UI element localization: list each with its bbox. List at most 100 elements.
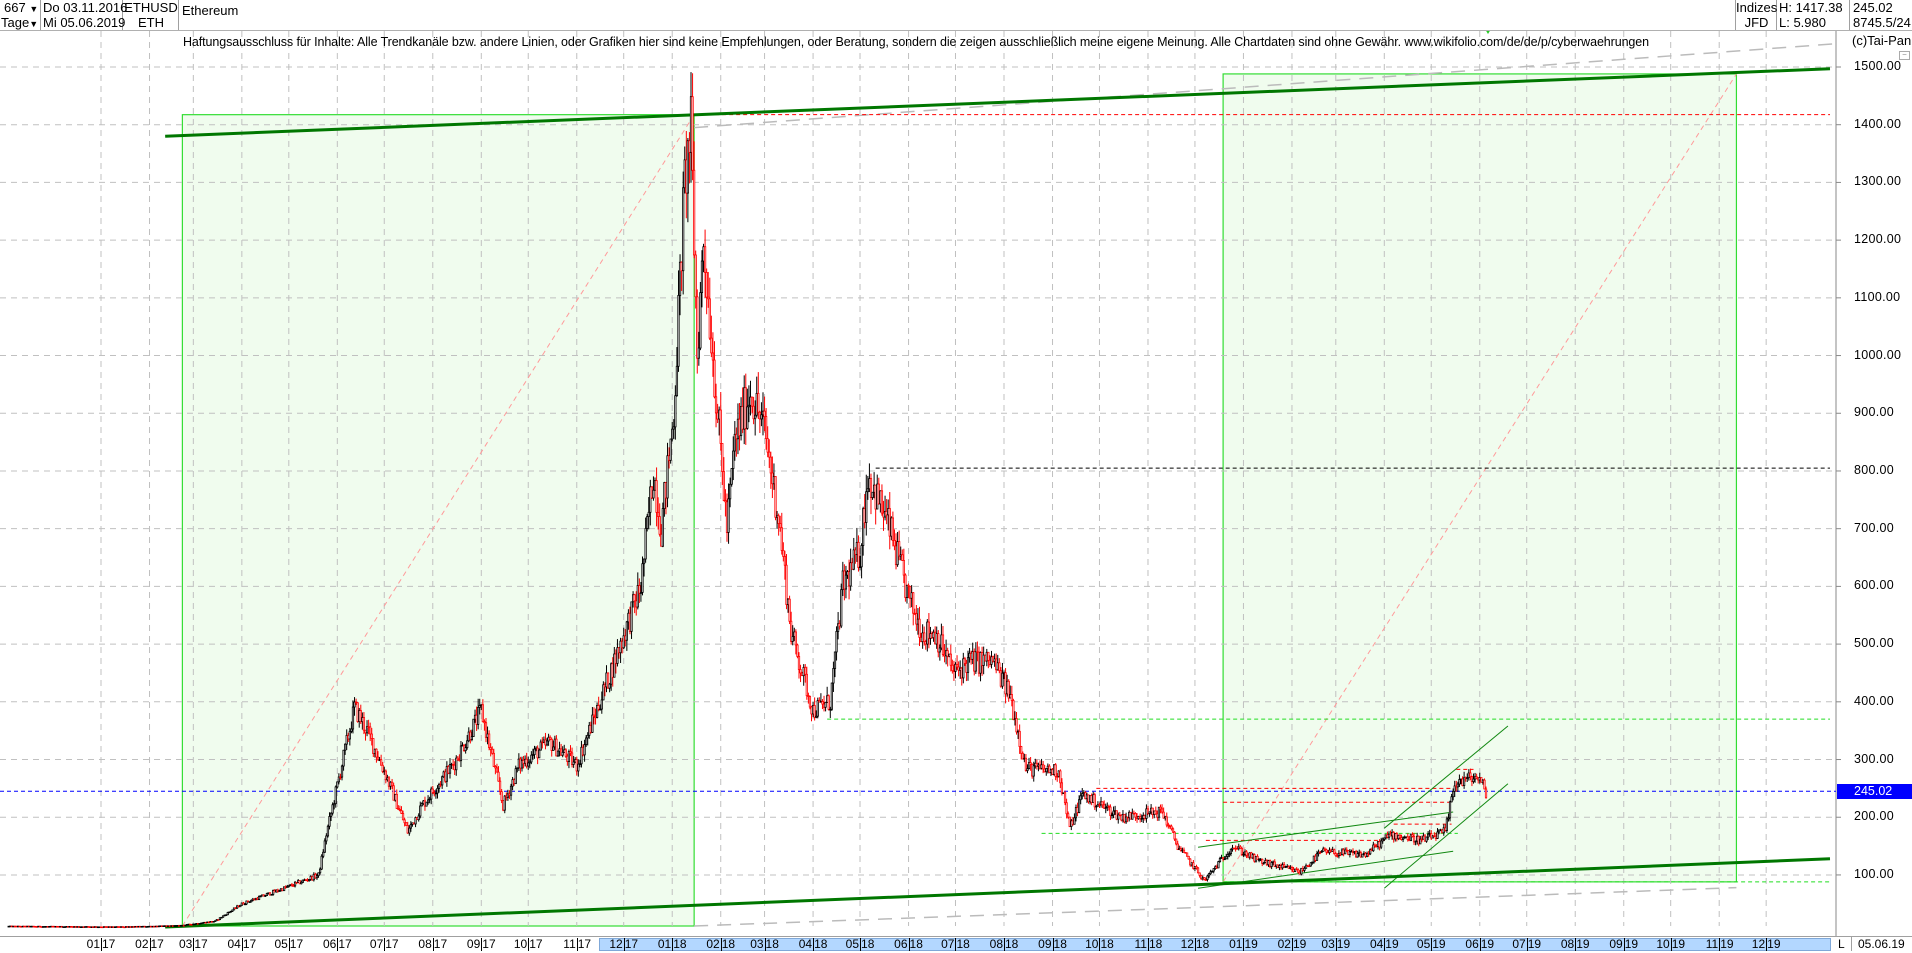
time-tick <box>288 938 290 951</box>
candle-body <box>533 748 536 755</box>
candle-body <box>1325 849 1328 853</box>
candle-body <box>678 261 682 296</box>
candle-body <box>974 651 977 672</box>
candle-body <box>1239 846 1242 849</box>
candle-body <box>329 812 333 817</box>
candle-body <box>1373 844 1377 847</box>
candle-body <box>268 892 272 896</box>
time-tick <box>1243 938 1245 951</box>
time-tick <box>623 938 625 951</box>
date-from[interactable]: Do 03.11.2016 <box>43 0 128 15</box>
candle-body <box>459 745 463 762</box>
candle-body <box>469 731 472 740</box>
candle-body <box>1380 840 1383 848</box>
candle-body <box>1469 772 1472 778</box>
candle-body <box>345 734 348 745</box>
candle-body <box>783 556 787 566</box>
candle-body <box>1148 811 1151 814</box>
candle-body <box>750 396 754 407</box>
candle-body <box>1463 777 1466 787</box>
long-term-trend-line <box>165 857 1831 929</box>
candle-body <box>362 717 366 731</box>
trend-channel-line <box>1383 783 1509 889</box>
candle-body <box>1225 856 1228 860</box>
candle-body <box>613 653 616 678</box>
month-tick-label: 07 <box>1512 937 1526 951</box>
candle-body <box>837 623 840 632</box>
candle-body <box>583 744 586 756</box>
time-tick <box>1431 938 1433 951</box>
candle-body <box>405 822 408 826</box>
candle-body <box>830 682 833 710</box>
candle-body <box>1309 862 1312 867</box>
candle-body <box>245 900 248 905</box>
candle-body <box>1381 838 1384 842</box>
candle-body <box>452 763 455 766</box>
year-tick-label: 19 <box>1671 937 1686 951</box>
axis-mode[interactable]: L <box>1838 937 1852 951</box>
candle-body <box>747 404 751 408</box>
candle-body <box>1472 778 1475 782</box>
candle-body <box>265 893 268 896</box>
candle-body <box>866 488 869 493</box>
candle-body <box>730 468 733 485</box>
candle-body <box>1401 837 1405 840</box>
candle-body <box>1095 805 1098 808</box>
candle-body <box>1182 849 1186 853</box>
bars-count-dropdown[interactable]: 667 ▼ <box>4 0 38 15</box>
candle-body <box>242 902 245 905</box>
candle-body <box>1001 672 1004 687</box>
candle-body <box>322 851 325 857</box>
volume-info: 8745.5/24 <box>1853 15 1911 30</box>
candle-body <box>951 664 954 672</box>
candle-body <box>1484 788 1488 798</box>
candle-body <box>713 359 716 398</box>
candle-body <box>1475 776 1478 779</box>
candle-body <box>1103 804 1106 809</box>
candle-body <box>1297 869 1300 873</box>
period-dropdown[interactable]: Tage▼ <box>1 15 38 30</box>
candle-body <box>392 785 395 801</box>
candle-body <box>348 730 351 740</box>
candle-body <box>1093 794 1096 808</box>
candle-body <box>567 751 571 762</box>
chevron-down-icon: ▼ <box>29 19 39 29</box>
candle-body <box>860 545 863 568</box>
candle-body <box>1427 833 1430 838</box>
date-to[interactable]: Mi 05.06.2019 <box>43 15 126 30</box>
time-tick <box>101 938 102 951</box>
candle-body <box>1207 873 1211 877</box>
candle-body <box>869 478 873 498</box>
candle-body <box>675 365 679 397</box>
candle-body <box>308 879 311 881</box>
candle-body <box>514 768 517 785</box>
candle-body <box>1303 867 1306 871</box>
candle-body <box>799 669 802 674</box>
month-tick-label: 11 <box>563 937 576 951</box>
candle-body <box>417 815 420 821</box>
candle-body <box>641 563 644 593</box>
candle-body <box>657 511 660 517</box>
candle-body <box>498 780 502 793</box>
candle-body <box>599 708 602 711</box>
collapse-icon[interactable]: − <box>1899 51 1910 60</box>
candle-body <box>636 585 639 608</box>
candle-body <box>815 715 818 718</box>
time-tick <box>384 938 386 951</box>
candle-body <box>700 260 704 294</box>
month-tick-label: 01 <box>86 937 100 951</box>
candle-body <box>1344 849 1347 855</box>
candle-body <box>1131 812 1134 820</box>
time-tick <box>1623 938 1625 951</box>
candle-body <box>804 666 807 675</box>
candle-body <box>564 749 567 757</box>
price-tick-label: 1100.00 <box>1854 289 1901 304</box>
month-tick-label: 12 <box>1751 937 1766 951</box>
candle-body <box>375 748 378 758</box>
time-tick <box>1004 938 1005 951</box>
time-axis-selection[interactable] <box>599 938 1831 951</box>
time-tick <box>1194 938 1196 951</box>
candle-body <box>278 890 281 892</box>
bars-cell[interactable]: 667 ▼ Tage▼ <box>0 0 41 30</box>
